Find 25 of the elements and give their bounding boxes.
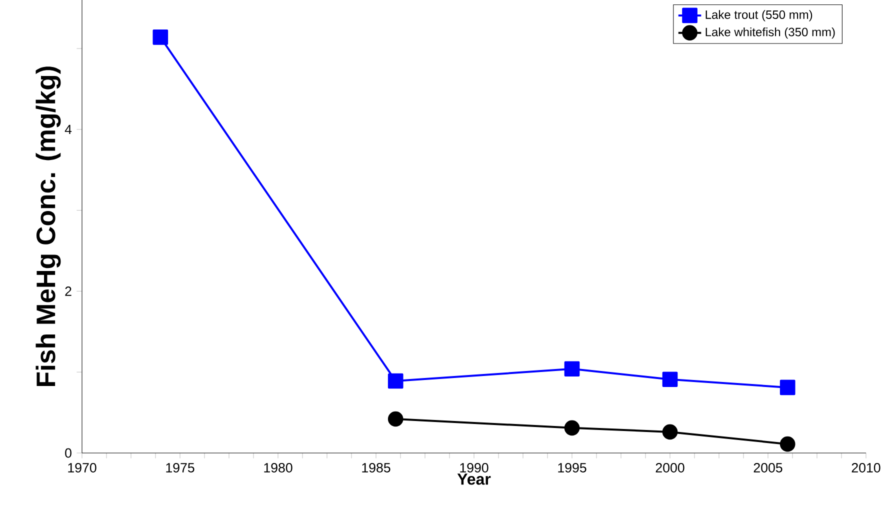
x-tick-label: 1970 xyxy=(68,463,96,472)
point xyxy=(662,372,678,388)
x-tick-label: 2000 xyxy=(656,463,684,472)
y-tick-label: 4 xyxy=(64,124,72,134)
legend-label: Lake trout (550 mm) xyxy=(706,10,812,22)
point xyxy=(662,424,678,440)
point xyxy=(388,411,404,427)
point xyxy=(780,380,796,396)
y-axis-title: Fish MeHg Conc. (mg/kg) xyxy=(36,66,61,386)
x-tick-label: 1980 xyxy=(264,463,292,472)
x-axis-title: Year xyxy=(457,474,491,485)
point xyxy=(152,30,168,45)
x-tick-label: 2005 xyxy=(754,463,782,472)
point xyxy=(388,373,404,389)
point xyxy=(564,420,580,436)
point xyxy=(780,436,796,452)
x-tick-label: 1985 xyxy=(362,463,390,472)
x-tick-label: 1975 xyxy=(166,463,194,472)
y-tick-label: 0 xyxy=(65,448,72,458)
point xyxy=(564,361,580,377)
x-tick-label: 1995 xyxy=(558,463,586,472)
x-tick-label: 1990 xyxy=(460,463,488,472)
legend-label: Lake whitefish (350 mm) xyxy=(706,27,835,39)
y-tick-label: 2 xyxy=(65,286,72,296)
x-tick-label: 2010 xyxy=(852,463,880,472)
